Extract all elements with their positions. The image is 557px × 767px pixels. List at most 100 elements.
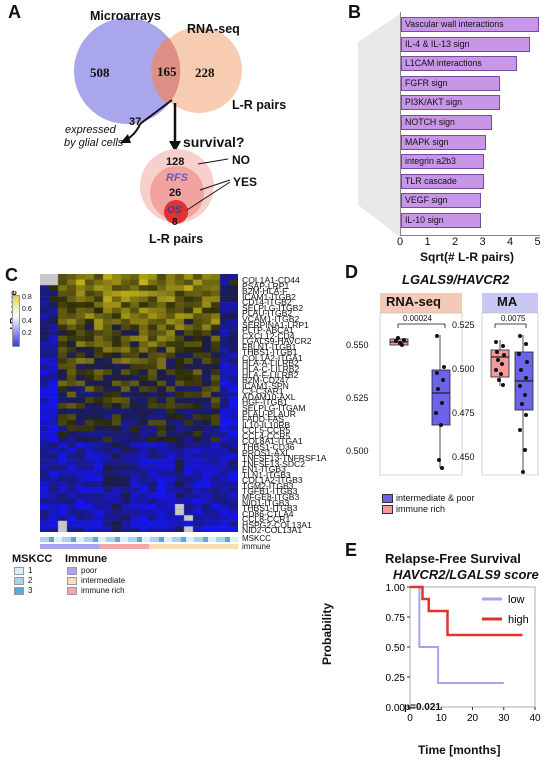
rfs-circle — [150, 166, 204, 220]
immune-legend-swatch — [67, 577, 77, 585]
immune-legend-swatch — [67, 567, 77, 575]
gene-pair-label: COL1A2-ITGA1 — [242, 352, 303, 363]
gene-pair-label: TLN1-ITGB3 — [242, 469, 291, 480]
km-legend-label: high — [508, 614, 529, 626]
mskcc-legend-swatch — [14, 567, 24, 575]
lr-score-tick: 0.8 — [22, 294, 32, 301]
pathway-bar: PI3K/AKT sign — [401, 95, 500, 111]
panel-e-letter: E — [345, 540, 358, 560]
km-x-tick-label: 20 — [467, 713, 479, 724]
gene-pair-label: IL10-IL10RB — [242, 419, 291, 430]
gene-pair-label: FBLN1-ITGB1 — [242, 341, 297, 352]
gene-pair-label: NID2-COL13A1 — [242, 525, 303, 536]
gene-pair-label: HSPG2-COL13A1 — [242, 519, 312, 530]
panel-d-left-tick: 0.525 — [346, 393, 369, 403]
immune-legend-swatch — [67, 587, 77, 595]
panel-d-left-tick: 0.550 — [346, 340, 369, 350]
x-tick-label: 4 — [507, 236, 514, 248]
facet-ma-label: MA — [497, 294, 518, 309]
lr-score-tick: 0.2 — [22, 330, 32, 337]
lr-score-colorbar — [12, 295, 20, 347]
x-tick-label: 5 — [534, 236, 541, 248]
count-rnaseq-only: 228 — [195, 65, 215, 80]
km-y-tick-label: 1.00 — [386, 583, 406, 594]
gene-pair-label: HLA-A-LILRB2 — [242, 358, 299, 369]
gene-pair-label: THBS1-CD36 — [242, 441, 295, 452]
pvalue-rnaseq: 0.00024 — [403, 314, 432, 323]
count-overlap: 165 — [157, 64, 177, 79]
panel-d-right-tick: 0.525 — [452, 320, 475, 330]
km-y-tick-label: 0.50 — [386, 643, 406, 654]
immune-legend-title: Immune — [65, 553, 108, 565]
gene-pair-label: THBS1-ITGB3 — [242, 503, 298, 514]
bottom-lr-label: L-R pairs — [149, 232, 204, 246]
mskcc-legend-swatch — [14, 587, 24, 595]
microarrays-label: Microarrays — [90, 9, 161, 23]
gene-pair-label: CD14-ITGB2 — [242, 297, 292, 308]
mskcc-bar-label: MSKCC — [242, 534, 271, 543]
gene-pair-label: B2M-HLA-F — [242, 286, 288, 297]
km-legend-label: low — [508, 594, 525, 606]
gene-pair-label: FADD-FAS — [242, 414, 285, 425]
gene-pair-label: MFGE8-ITGB3 — [242, 492, 300, 503]
panel-a-letter: A — [8, 2, 21, 22]
pathway-bar: TLR cascade — [401, 173, 484, 189]
gene-pair-label: TGFB1-ITGB3 — [242, 486, 298, 497]
km-plot: 1.00 0.75 0.50 0.25 0.000 10 20 30 40 low high — [386, 583, 541, 724]
panel-d-legend-label: immune rich — [396, 504, 446, 514]
gene-pair-label: HGF-ITGB1 — [242, 397, 288, 408]
gene-pair-label: NID1-ITGB3 — [242, 497, 290, 508]
gene-pair-label: B2M-CD247 — [242, 375, 290, 386]
panel-e-ylabel: Probability — [320, 602, 334, 665]
glial-text-1: expressed — [65, 124, 116, 136]
gene-pair-label: THBS1-ITGB1 — [242, 347, 298, 358]
pathway-bar: IL-4 & IL-13 sign — [401, 36, 531, 52]
panel-e-xlabel: Time [months] — [418, 743, 501, 757]
panel-c-letter: C — [5, 265, 18, 285]
gene-pair-label: COL1A1-CD44 — [242, 275, 300, 285]
glial-count: 37 — [129, 116, 142, 128]
panel-d-letter: D — [345, 262, 358, 282]
no-label: NO — [232, 153, 250, 167]
pathway-bar: VEGF sign — [401, 193, 481, 209]
immune-annotation-bar — [40, 544, 238, 549]
rfs-label: RFS — [166, 172, 188, 184]
pathway-bar: IL-10 sign — [401, 213, 481, 228]
panel-d-boxplots — [379, 312, 539, 476]
facet-rnaseq-label: RNA-seq — [386, 294, 441, 309]
gene-pair-label: LGALS9-HAVCR2 — [242, 336, 312, 347]
gene-pair-label: COL1A2-ITGB3 — [242, 475, 303, 486]
gene-pair-label: FN1-ITGB3 — [242, 464, 286, 475]
lr-score-tick: 0.4 — [22, 318, 32, 325]
rnaseq-circle — [156, 27, 242, 113]
os-label: OS — [167, 205, 182, 216]
mskcc-legend-swatch — [14, 577, 24, 585]
panel-b-plot-frame — [400, 12, 540, 236]
pathway-bar: L1CAM interactions — [401, 56, 517, 72]
panel-d-right-tick: 0.475 — [452, 408, 475, 418]
immune-legend-label: intermediate — [81, 576, 126, 585]
panel-d-right-tick: 0.450 — [452, 452, 475, 462]
mskcc-legend-label: 1 — [28, 566, 33, 575]
yes-label: YES — [233, 175, 258, 189]
immune-legend-label: immune rich — [81, 586, 125, 595]
gene-pair-label: C3-C3AR1 — [242, 386, 284, 397]
mskcc-legend-label: 2 — [28, 576, 33, 585]
rfs-count: 26 — [169, 187, 182, 199]
panel-d-legend-swatch — [382, 505, 393, 514]
km-y-tick-label: 0.75 — [386, 613, 406, 624]
mskcc-legend-label: 3 — [28, 586, 33, 595]
gene-pair-label: CXCL12-CD4 — [242, 330, 295, 341]
panel-b-xlabel: Sqrt(# L-R pairs) — [420, 250, 515, 264]
glial-text-2: by glial cells — [64, 137, 124, 149]
gene-pair-label: ICAM1-SPN — [242, 380, 289, 391]
mskcc-annotation-bar — [40, 537, 238, 542]
facet-rnaseq-strip — [380, 293, 462, 313]
panel-d-title: LGALS9/HAVCR2 — [402, 272, 510, 287]
panel-d-left-tick: 0.500 — [346, 446, 369, 456]
pvalue-ma: 0.0075 — [501, 314, 526, 323]
count-micro-only: 508 — [90, 65, 110, 80]
gene-pair-label: CD86-CTLA4 — [242, 508, 294, 519]
km-y-tick-label: 0.00 — [386, 703, 406, 714]
gene-pair-label: ADAM10-AXL — [242, 391, 296, 402]
